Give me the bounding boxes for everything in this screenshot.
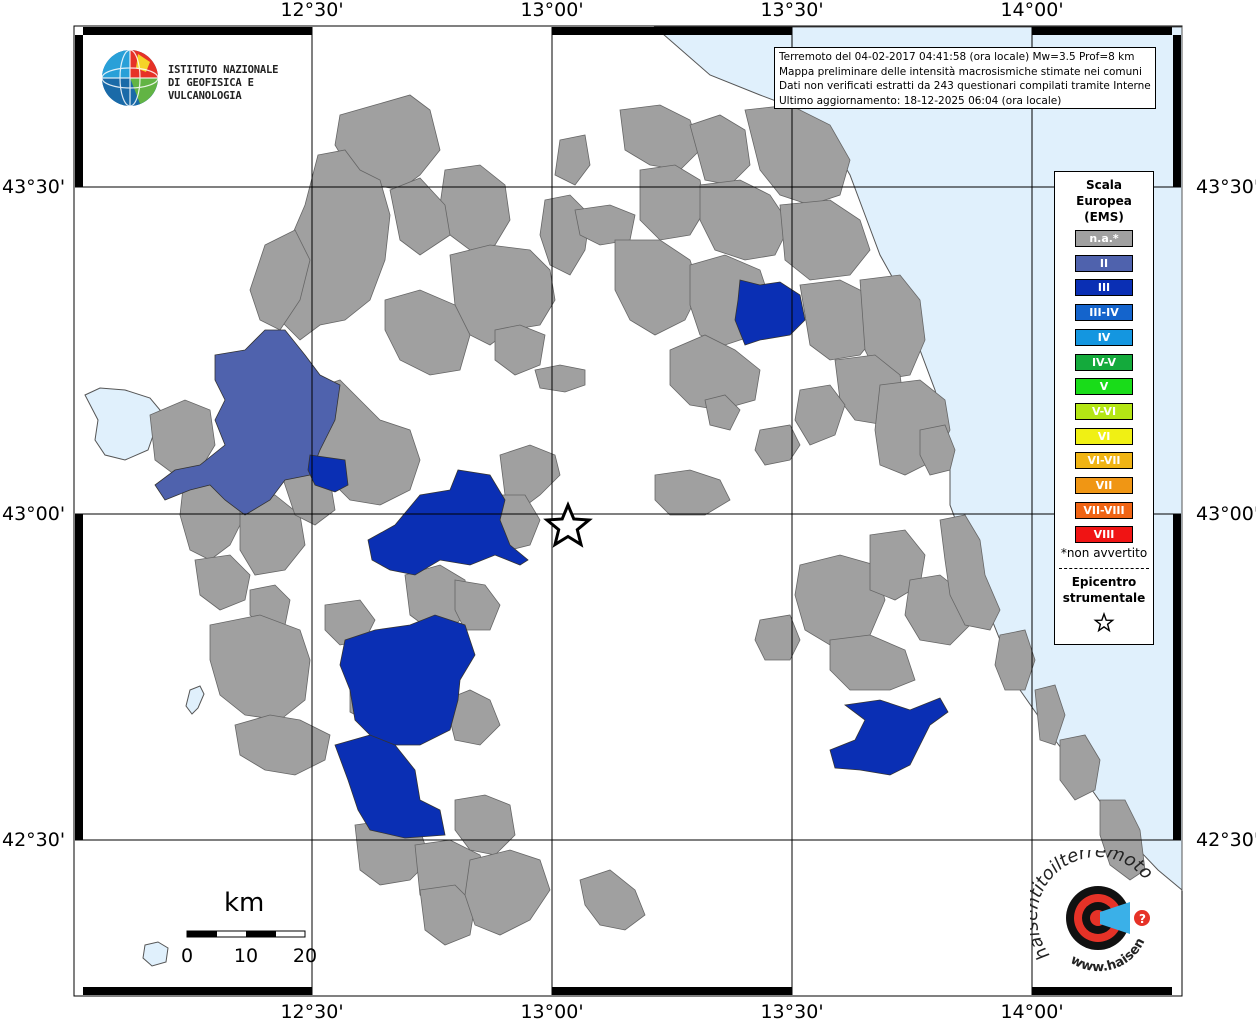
event-info-line1: Terremoto del 04-02-2017 04:41:58 (ora l… [779, 51, 1135, 63]
legend-swatch-2: III [1075, 279, 1133, 297]
intensity-legend: Scala Europea (EMS) n.a.* II III III-IV IV IV… [1054, 171, 1154, 645]
coord-top-1230: 12°30' [280, 0, 344, 21]
legend-epicenter-line2: strumentale [1062, 591, 1146, 605]
ingv-globe-icon [101, 49, 159, 107]
legend-swatch-7: V-VI [1075, 402, 1133, 420]
municipalities-na [149, 94, 1146, 946]
coord-top-1300: 13°00' [520, 0, 584, 21]
legend-note: *non avvertito [1060, 546, 1148, 560]
legend-epicenter-line1: Epicentro [1071, 575, 1137, 589]
event-info-line4: Ultimo aggiornamento: 18-12-2025 06:04 (… [779, 94, 1062, 107]
legend-swatch-12: VIII [1075, 526, 1133, 544]
legend-separator [1059, 568, 1149, 569]
scale-bar-unit: km [224, 888, 265, 918]
scale-bar-tick-10: 10 [233, 945, 259, 967]
ingv-logo: ISTITUTO NAZIONALE DI GEOFISICA E VULCAN… [100, 48, 320, 110]
legend-swatch-3: III-IV [1075, 304, 1133, 322]
epicenter-star-icon [543, 501, 593, 548]
coord-left-4330: 43°30' [2, 176, 66, 198]
legend-epicenter-label: Epicentro strumentale [1055, 574, 1153, 606]
lake-trasimeno [84, 387, 161, 461]
legend-title-line2: Europea [1076, 194, 1132, 208]
legend-title: Scala Europea (EMS) [1055, 177, 1153, 225]
legend-swatch-11: VII-VIII [1075, 501, 1133, 519]
graticule [75, 27, 1181, 995]
scale-bar-tick-0: 0 [180, 945, 194, 967]
haisentito-logo: haisentitoilterremoto.it www.haisentito … [1030, 850, 1157, 975]
coord-left-4230: 42°30' [2, 829, 66, 851]
coord-bottom-1230: 12°30' [280, 1001, 344, 1023]
event-info-line3: Dati non verificati estratti da 243 ques… [779, 80, 1151, 92]
map-frame [75, 27, 1181, 995]
legend-swatch-1: II [1075, 254, 1133, 272]
coord-bottom-1330: 13°30' [760, 1001, 824, 1023]
ingv-logo-line2: DI GEOFISICA E VULCANOLOGIA [168, 77, 254, 102]
event-info-line2: Mappa preliminare delle intensità macros… [779, 65, 1142, 78]
legend-swatch-9: VI-VII [1075, 452, 1133, 470]
event-info-box: Terremoto del 04-02-2017 04:41:58 (ora l… [774, 47, 1156, 109]
legend-swatch-6: V [1075, 378, 1133, 396]
legend-swatch-5: IV-V [1075, 353, 1133, 371]
scale-bar [186, 930, 306, 938]
svg-text:?: ? [1139, 912, 1146, 926]
scale-bar-tick-20: 20 [292, 945, 318, 967]
ingv-logo-line1: ISTITUTO NAZIONALE [168, 64, 279, 76]
scale-lake-symbol [142, 941, 169, 967]
legend-title-line1: Scala [1085, 178, 1123, 192]
coord-right-4230: 42°30' [1196, 829, 1256, 851]
coord-top-1400: 14°00' [1000, 0, 1064, 21]
coord-right-4330: 43°30' [1196, 176, 1256, 198]
municipalities-ems-iii [307, 279, 949, 839]
ingv-logo-text: ISTITUTO NAZIONALE DI GEOFISICA E VULCAN… [168, 64, 320, 103]
coord-top-1330: 13°30' [760, 0, 824, 21]
legend-swatch-8: VI [1075, 427, 1133, 445]
coord-right-4300: 43°00' [1196, 503, 1256, 525]
coord-left-4300: 43°00' [2, 503, 66, 525]
lake-piediluco [185, 685, 205, 715]
legend-swatch-0: n.a.* [1075, 230, 1133, 247]
legend-title-line3: (EMS) [1084, 210, 1124, 224]
legend-star-icon [1093, 612, 1115, 633]
legend-swatch-4: IV [1075, 328, 1133, 346]
coord-bottom-1400: 14°00' [1000, 1001, 1064, 1023]
municipalities-ems-ii [154, 329, 341, 516]
legend-swatch-10: VII [1075, 477, 1133, 494]
coord-bottom-1300: 13°00' [520, 1001, 584, 1023]
